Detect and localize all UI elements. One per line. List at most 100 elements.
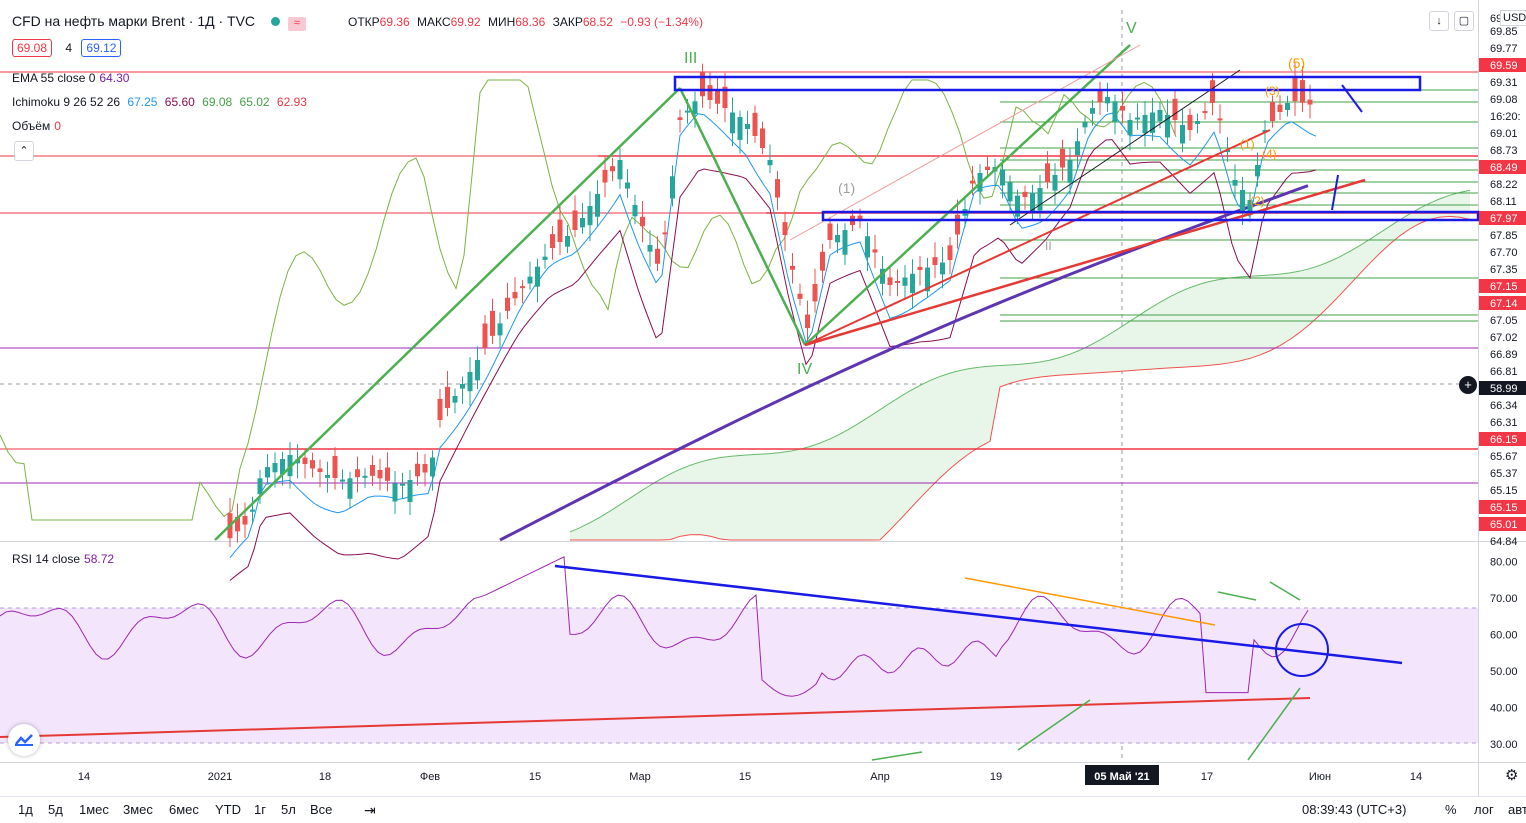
candle-body [1270, 102, 1275, 121]
candle-body [955, 214, 960, 235]
range-6m[interactable]: 6мес [169, 802, 199, 817]
range-5y[interactable]: 5л [281, 802, 296, 817]
maximize-icon[interactable]: ▢ [1454, 11, 1474, 31]
candles [227, 61, 1313, 548]
candle-body [1015, 195, 1020, 217]
auto-toggle[interactable]: авто [1508, 802, 1526, 817]
rsi-axis-label: 60.00 [1490, 629, 1518, 641]
price-axis-label: 64.84 [1490, 536, 1518, 548]
price-axis-label: 69.77 [1490, 43, 1518, 55]
candle-body [407, 480, 413, 502]
collapse-legend-button[interactable]: ⌃ [14, 141, 34, 161]
candle-body [767, 160, 773, 166]
candle-body [392, 483, 398, 502]
range-1m[interactable]: 1мес [79, 802, 109, 817]
time-axis-label: 15 [739, 771, 751, 783]
wave-label: IV [797, 361, 812, 378]
candle-body [482, 323, 488, 348]
candle-body [790, 265, 795, 270]
symbol-title[interactable]: CFD на нефть марки Brent · 1Д · TVC [12, 13, 256, 29]
wave-badge[interactable]: ≈ [287, 17, 306, 31]
rsi-line-green [871, 751, 923, 761]
candle-body [1157, 110, 1163, 121]
candle-body [527, 276, 533, 284]
candle-body [235, 516, 240, 532]
time-axis-label: Апр [870, 771, 889, 783]
time-axis-label: Фев [420, 771, 440, 783]
trend-line-red [804, 178, 1366, 347]
candle-body [655, 248, 660, 264]
time-axis-label: Июн [1309, 771, 1331, 783]
ask-box[interactable]: 69.12 [81, 39, 122, 57]
download-arrow-icon[interactable]: ↓ [1429, 11, 1449, 31]
rsi-line-green [1247, 687, 1301, 761]
candle-body [587, 206, 593, 226]
bid-box[interactable]: 69.08 [12, 39, 53, 57]
candle-body [422, 464, 428, 473]
candle-body [317, 468, 323, 472]
bottom-toolbar: 1д 5д 1мес 3мес 6мес YTD 1г 5л Все ⇥ 08:… [0, 796, 1526, 823]
candle-body [970, 180, 975, 184]
time-axis-label: 05 Май '21 [1094, 771, 1149, 783]
price-tag-bg [1479, 58, 1526, 72]
ichimoku-legend[interactable]: Ichimoku 9 26 52 26 67.25 65.60 69.08 65… [12, 95, 311, 109]
settings-gear-icon[interactable]: ⚙ [1505, 767, 1519, 784]
candle-body [535, 266, 540, 287]
spread-value: 4 [65, 41, 73, 55]
candle-body [617, 160, 623, 180]
candle-body [1285, 103, 1290, 110]
rsi-line-green [1017, 699, 1091, 751]
date-range-icon[interactable]: ⇥ [364, 802, 376, 818]
candle-body [512, 292, 518, 299]
candle-body [325, 475, 330, 478]
log-toggle[interactable]: лог [1474, 802, 1494, 817]
candle-body [812, 283, 818, 302]
wave-labels: III IV V (5) (1) (1) (2) (4) (3) II [684, 20, 1305, 378]
ichimoku-cloud [569, 189, 1471, 541]
ema-legend[interactable]: EMA 55 close 0 64.30 [12, 71, 133, 85]
candle-body [797, 293, 803, 299]
candle-body [1112, 101, 1118, 122]
range-ytd[interactable]: YTD [215, 802, 241, 817]
candle-body [707, 85, 713, 100]
price-axis-label: 67.35 [1490, 264, 1518, 276]
candle-body [730, 112, 735, 134]
candle-body [805, 314, 810, 329]
ichimoku-v3: 65.02 [239, 95, 270, 109]
time-axis-label: 2021 [208, 771, 232, 783]
candle-body [580, 218, 585, 228]
candle-body [332, 455, 338, 478]
candle-body [340, 479, 345, 482]
high-value: 69.92 [450, 15, 481, 29]
candle-body [737, 117, 743, 140]
price-axis-label: 66.15 [1490, 434, 1518, 446]
range-all[interactable]: Все [310, 802, 333, 817]
range-3m[interactable]: 3мес [123, 802, 153, 817]
price-axis-label: 67.14 [1490, 298, 1518, 310]
senkou-a-line [569, 189, 1471, 533]
ichimoku-label: Ichimoku 9 26 52 26 [12, 95, 121, 109]
candle-body [1210, 80, 1215, 103]
ichimoku-v0: 67.25 [127, 95, 158, 109]
range-5d[interactable]: 5д [48, 802, 63, 817]
range-1y[interactable]: 1г [254, 802, 266, 817]
close-label: ЗАКР [552, 15, 583, 29]
trend-line-black [1009, 69, 1241, 226]
clock[interactable]: 08:39:43 (UTC+3) [1302, 802, 1407, 817]
rsi-legend[interactable]: RSI 14 close 58.72 [12, 552, 118, 566]
wave-label: (4) [1262, 147, 1277, 161]
price-axis-label: 68.22 [1490, 179, 1518, 191]
crosshair-plus-icon[interactable]: + [1459, 376, 1477, 394]
low-label: МИН [487, 15, 516, 29]
range-1d[interactable]: 1д [18, 802, 33, 817]
candle-body [827, 223, 833, 240]
high-label: МАКС [417, 15, 451, 29]
volume-legend[interactable]: Объём 0 [12, 119, 65, 133]
open-label: ОТКР [348, 15, 380, 29]
currency-badge[interactable]: USD [1500, 10, 1526, 26]
percent-toggle[interactable]: % [1445, 802, 1457, 817]
candle-body [347, 478, 353, 499]
candle-body [1247, 200, 1253, 216]
tradingview-logo-icon[interactable] [8, 724, 40, 756]
